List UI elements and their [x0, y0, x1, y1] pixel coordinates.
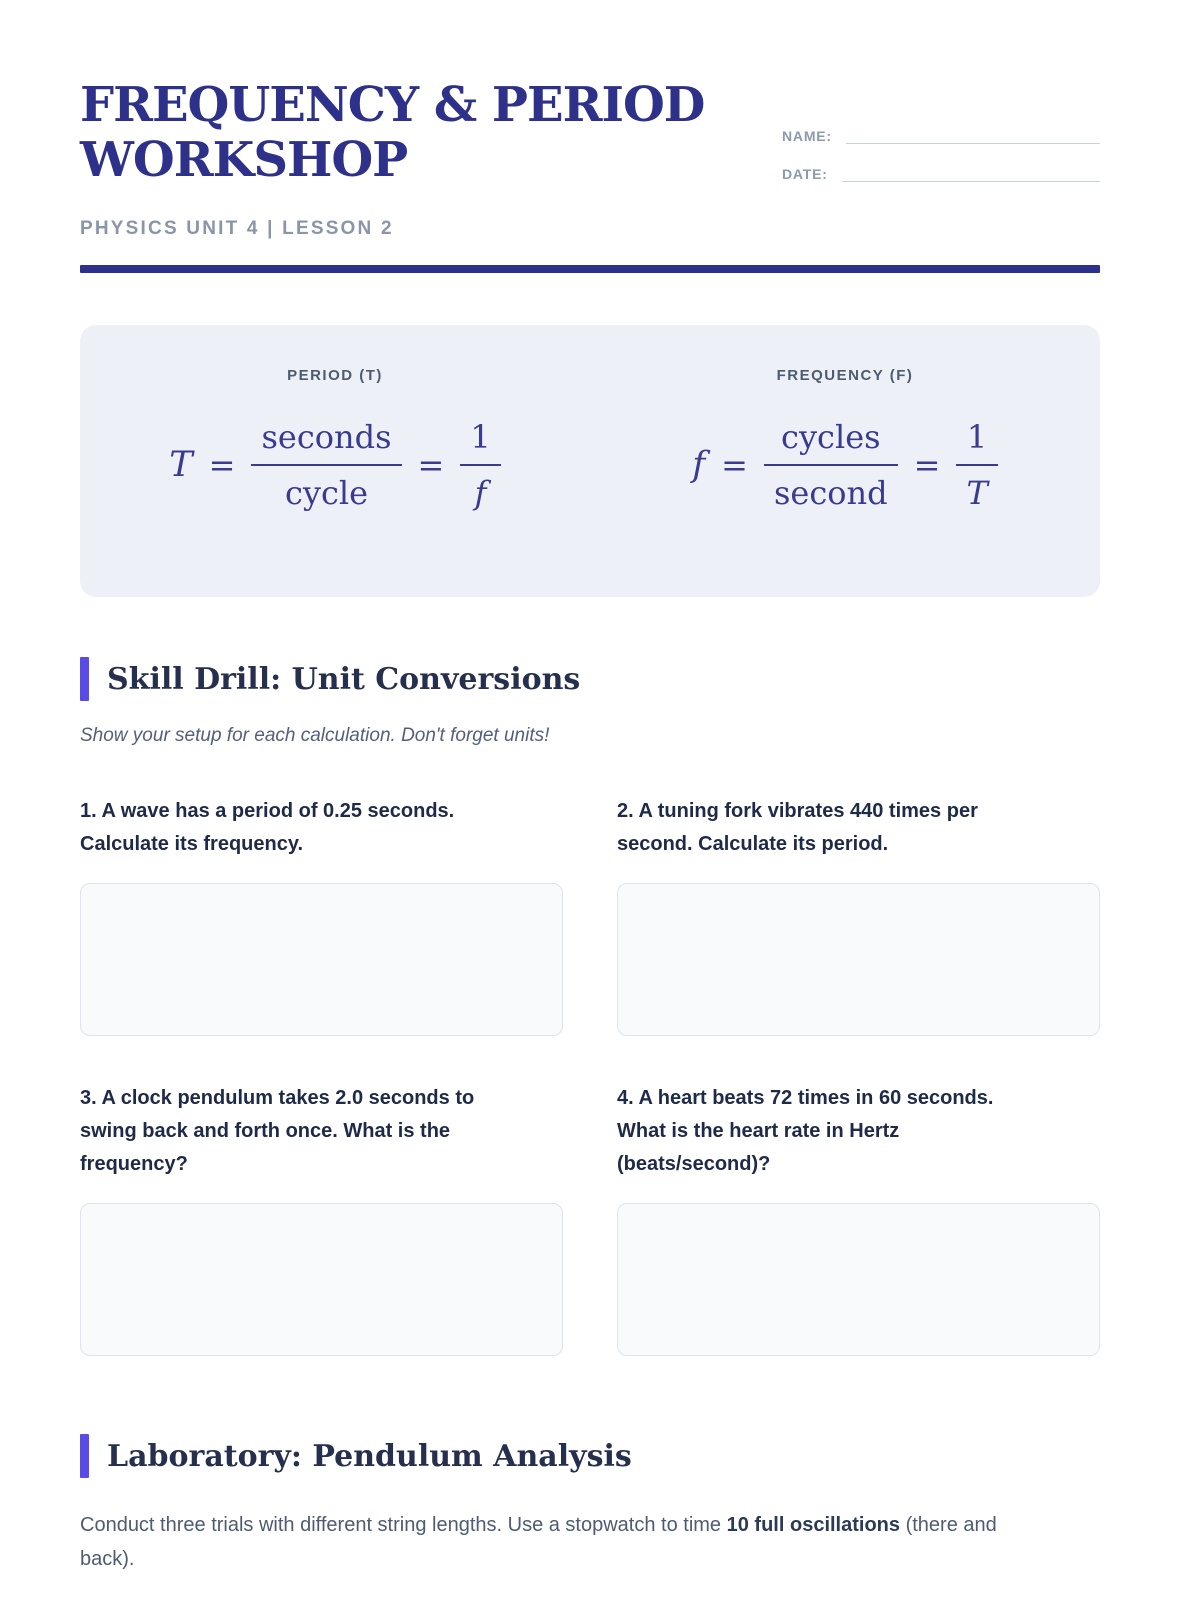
frequency-label: FREQUENCY (F) [776, 367, 914, 384]
equals-sign: = [721, 446, 748, 484]
fraction: 1 f [460, 418, 501, 512]
title-block: FREQUENCY & PERIOD WORKSHOP [80, 78, 740, 188]
fraction: cycles second [763, 418, 898, 512]
fraction: 1 T [956, 418, 998, 512]
frequency-column: FREQUENCY (F) f = cycles second = 1 T [590, 325, 1100, 597]
fraction-denominator: f [474, 474, 487, 512]
fraction-numerator: cycles [763, 418, 898, 466]
header-divider [80, 265, 1100, 273]
equals-sign: = [913, 446, 941, 484]
heading-accent-bar [80, 657, 89, 701]
period-column: PERIOD (T) T = seconds cycle = 1 f [80, 325, 590, 597]
section-title: Laboratory: Pendulum Analysis [107, 1438, 632, 1474]
lab-intro-text: Conduct three trials with different stri… [80, 1514, 727, 1536]
problem-text: 1. A wave has a period of 0.25 seconds. … [80, 800, 455, 855]
lab-intro-text: (there and back). [80, 1514, 997, 1570]
title-line: FREQUENCY & PERIOD [80, 77, 705, 133]
fraction-denominator: cycle [284, 474, 369, 512]
fraction-denominator: T [966, 474, 988, 512]
answer-box-3[interactable] [80, 1203, 563, 1356]
date-label: DATE: [782, 166, 828, 182]
skill-drill-heading: Skill Drill: Unit Conversions [80, 657, 1100, 701]
answer-box-2[interactable] [617, 883, 1100, 1036]
fraction: seconds cycle [251, 418, 402, 512]
name-row: NAME: [782, 122, 1100, 144]
lab-intro-bold-text: 10 full oscillations [726, 1514, 901, 1536]
problem-1: 1. A wave has a period of 0.25 seconds. … [80, 795, 563, 1036]
problem-4: 4. A heart beats 72 times in 60 seconds.… [617, 1082, 1100, 1356]
equals-sign: = [208, 446, 236, 484]
fraction-numerator: seconds [251, 418, 402, 466]
skill-drill-instructions: Show your setup for each calculation. Do… [80, 725, 550, 746]
period-label: PERIOD (T) [287, 367, 383, 384]
formula-variable: T [169, 445, 193, 485]
formula-reference-box: PERIOD (T) T = seconds cycle = 1 f FREQU… [80, 325, 1100, 597]
problem-text: 4. A heart beats 72 times in 60 seconds.… [617, 1087, 994, 1175]
fraction-numerator: 1 [460, 418, 501, 466]
fraction-denominator: second [773, 474, 888, 512]
frequency-formula: f = cycles second = 1 T [692, 418, 998, 512]
page-title: FREQUENCY & PERIOD WORKSHOP [80, 78, 740, 188]
name-label: NAME: [782, 128, 832, 144]
problem-text: 3. A clock pendulum takes 2.0 seconds to… [80, 1087, 475, 1175]
formula-variable: f [692, 445, 706, 485]
title-line: WORKSHOP [80, 132, 408, 188]
laboratory-instructions: Conduct three trials with different stri… [80, 1508, 1010, 1576]
laboratory-heading: Laboratory: Pendulum Analysis [80, 1434, 1100, 1478]
problem-text: 2. A tuning fork vibrates 440 times per … [617, 800, 978, 855]
period-formula: T = seconds cycle = 1 f [169, 418, 501, 512]
course-subtitle: PHYSICS UNIT 4 | LESSON 2 [80, 218, 394, 239]
name-input-line[interactable] [845, 124, 1100, 144]
date-row: DATE: [782, 160, 1100, 182]
answer-box-4[interactable] [617, 1203, 1100, 1356]
date-input-line[interactable] [841, 162, 1100, 182]
answer-box-1[interactable] [80, 883, 563, 1036]
header: FREQUENCY & PERIOD WORKSHOP NAME: DATE: [80, 78, 1100, 198]
problems-grid: 1. A wave has a period of 0.25 seconds. … [80, 795, 1100, 1356]
section-title: Skill Drill: Unit Conversions [107, 661, 581, 697]
problem-3: 3. A clock pendulum takes 2.0 seconds to… [80, 1082, 563, 1356]
problem-2: 2. A tuning fork vibrates 440 times per … [617, 795, 1100, 1036]
name-date-block: NAME: DATE: [782, 122, 1100, 198]
fraction-numerator: 1 [956, 418, 998, 466]
equals-sign: = [417, 446, 445, 484]
heading-accent-bar [80, 1434, 89, 1478]
